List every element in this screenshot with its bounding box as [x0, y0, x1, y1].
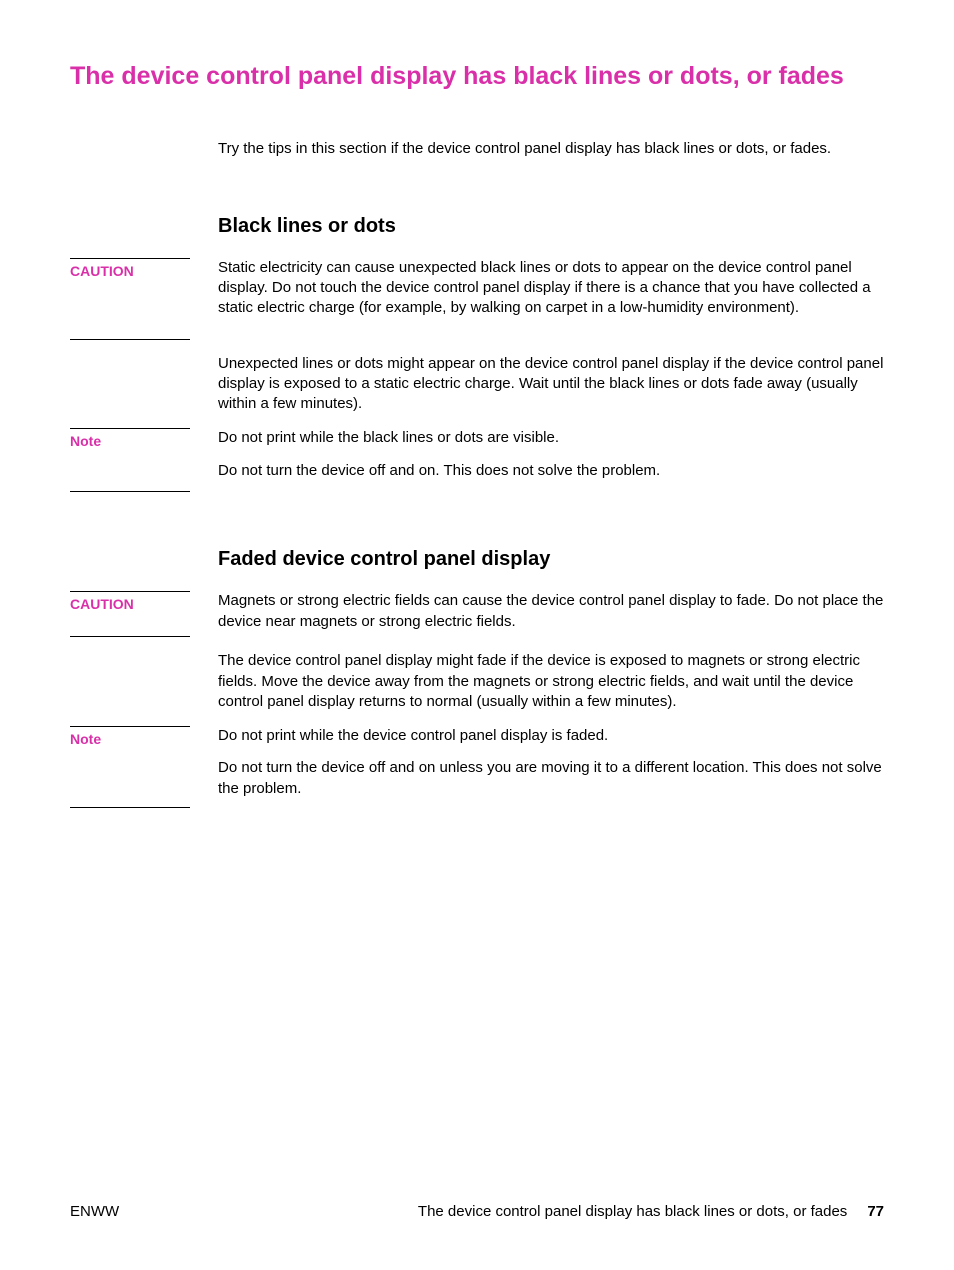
- caution-label: CAUTION: [70, 591, 190, 637]
- body-block: Unexpected lines or dots might appear on…: [70, 354, 884, 415]
- body-text: Do not print while the device control pa…: [218, 726, 884, 746]
- section-heading-faded: Faded device control panel display: [218, 548, 884, 571]
- note-block: Note Do not print while the black lines …: [70, 428, 884, 492]
- caution-block: CAUTION Static electricity can cause une…: [70, 258, 884, 340]
- body-text: Do not turn the device off and on. This …: [218, 461, 884, 481]
- body-text: Do not print while the black lines or do…: [218, 428, 884, 448]
- caution-block: CAUTION Magnets or strong electric field…: [70, 591, 884, 637]
- body-text: The device control panel display might f…: [218, 651, 884, 712]
- body-text: Static electricity can cause unexpected …: [218, 258, 884, 319]
- intro-text: Try the tips in this section if the devi…: [218, 139, 884, 159]
- footer-section-title: The device control panel display has bla…: [418, 1203, 847, 1220]
- caution-label: CAUTION: [70, 258, 190, 340]
- page-number: 77: [867, 1203, 884, 1220]
- body-text: Magnets or strong electric fields can ca…: [218, 591, 884, 632]
- body-text: Unexpected lines or dots might appear on…: [218, 354, 884, 415]
- note-label: Note: [70, 428, 190, 492]
- footer-left: ENWW: [70, 1203, 119, 1220]
- note-label: Note: [70, 726, 190, 808]
- body-block: The device control panel display might f…: [70, 651, 884, 712]
- body-text: Do not turn the device off and on unless…: [218, 758, 884, 799]
- section-heading-black-lines: Black lines or dots: [218, 215, 884, 238]
- page-title: The device control panel display has bla…: [70, 62, 884, 91]
- note-block: Note Do not print while the device contr…: [70, 726, 884, 808]
- page-footer: ENWW The device control panel display ha…: [70, 1203, 884, 1220]
